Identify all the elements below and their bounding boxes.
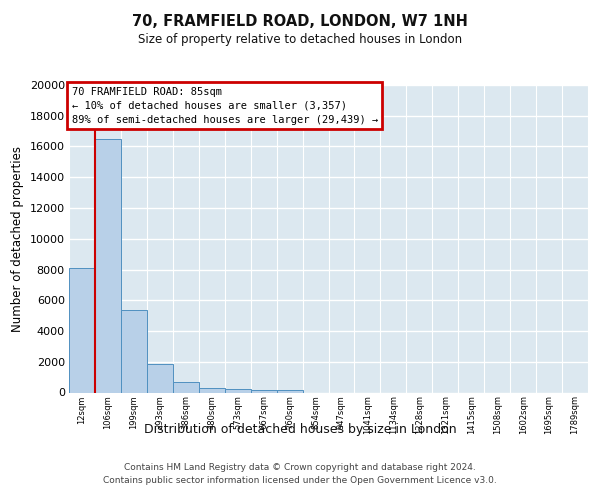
Bar xyxy=(69,268,95,392)
Bar xyxy=(199,388,224,392)
Bar xyxy=(121,310,147,392)
Bar xyxy=(173,382,199,392)
Bar xyxy=(225,389,251,392)
Text: Contains HM Land Registry data © Crown copyright and database right 2024.: Contains HM Land Registry data © Crown c… xyxy=(124,462,476,471)
Text: Distribution of detached houses by size in London: Distribution of detached houses by size … xyxy=(143,422,457,436)
Text: Contains public sector information licensed under the Open Government Licence v3: Contains public sector information licen… xyxy=(103,476,497,485)
Bar xyxy=(251,390,277,392)
Text: 70, FRAMFIELD ROAD, LONDON, W7 1NH: 70, FRAMFIELD ROAD, LONDON, W7 1NH xyxy=(132,14,468,29)
Bar xyxy=(277,390,302,392)
Text: 70 FRAMFIELD ROAD: 85sqm
← 10% of detached houses are smaller (3,357)
89% of sem: 70 FRAMFIELD ROAD: 85sqm ← 10% of detach… xyxy=(71,86,378,124)
Y-axis label: Number of detached properties: Number of detached properties xyxy=(11,146,24,332)
Text: Size of property relative to detached houses in London: Size of property relative to detached ho… xyxy=(138,32,462,46)
Bar xyxy=(147,364,173,392)
Bar xyxy=(95,139,121,392)
